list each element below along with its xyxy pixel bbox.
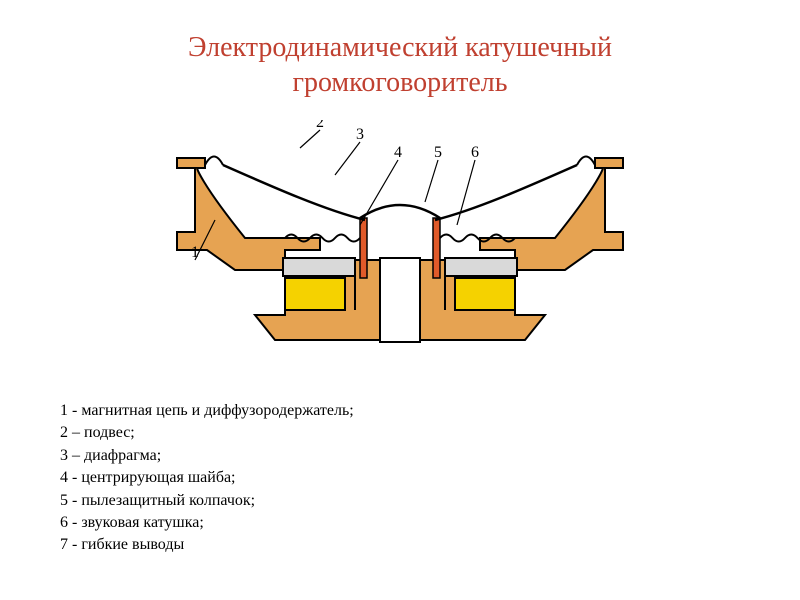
svg-text:1: 1 xyxy=(191,244,199,261)
svg-text:6: 6 xyxy=(471,144,479,161)
diagram-title: Электродинамический катушечный громкогов… xyxy=(0,0,800,100)
legend-item-4: 4 - центрирующая шайба; xyxy=(60,467,354,489)
diagram-svg: 1 2 3 4 5 6 xyxy=(105,120,695,365)
svg-text:2: 2 xyxy=(316,120,324,131)
legend-item-5: 5 - пылезащитный колпачок; xyxy=(60,490,354,512)
legend-item-1: 1 - магнитная цепь и диффузородержатель; xyxy=(60,400,354,422)
legend-item-7: 7 - гибкие выводы xyxy=(60,534,354,556)
legend: 1 - магнитная цепь и диффузородержатель;… xyxy=(60,400,354,557)
svg-text:3: 3 xyxy=(356,126,364,143)
svg-text:5: 5 xyxy=(434,144,442,161)
title-line-1: Электродинамический катушечный xyxy=(188,32,612,63)
svg-text:4: 4 xyxy=(394,144,402,161)
loudspeaker-diagram: 1 2 3 4 5 6 xyxy=(105,120,695,365)
legend-item-6: 6 - звуковая катушка; xyxy=(60,512,354,534)
legend-item-3: 3 – диафрагма; xyxy=(60,445,354,467)
legend-item-2: 2 – подвес; xyxy=(60,422,354,444)
title-line-2: громкоговоритель xyxy=(292,67,507,98)
